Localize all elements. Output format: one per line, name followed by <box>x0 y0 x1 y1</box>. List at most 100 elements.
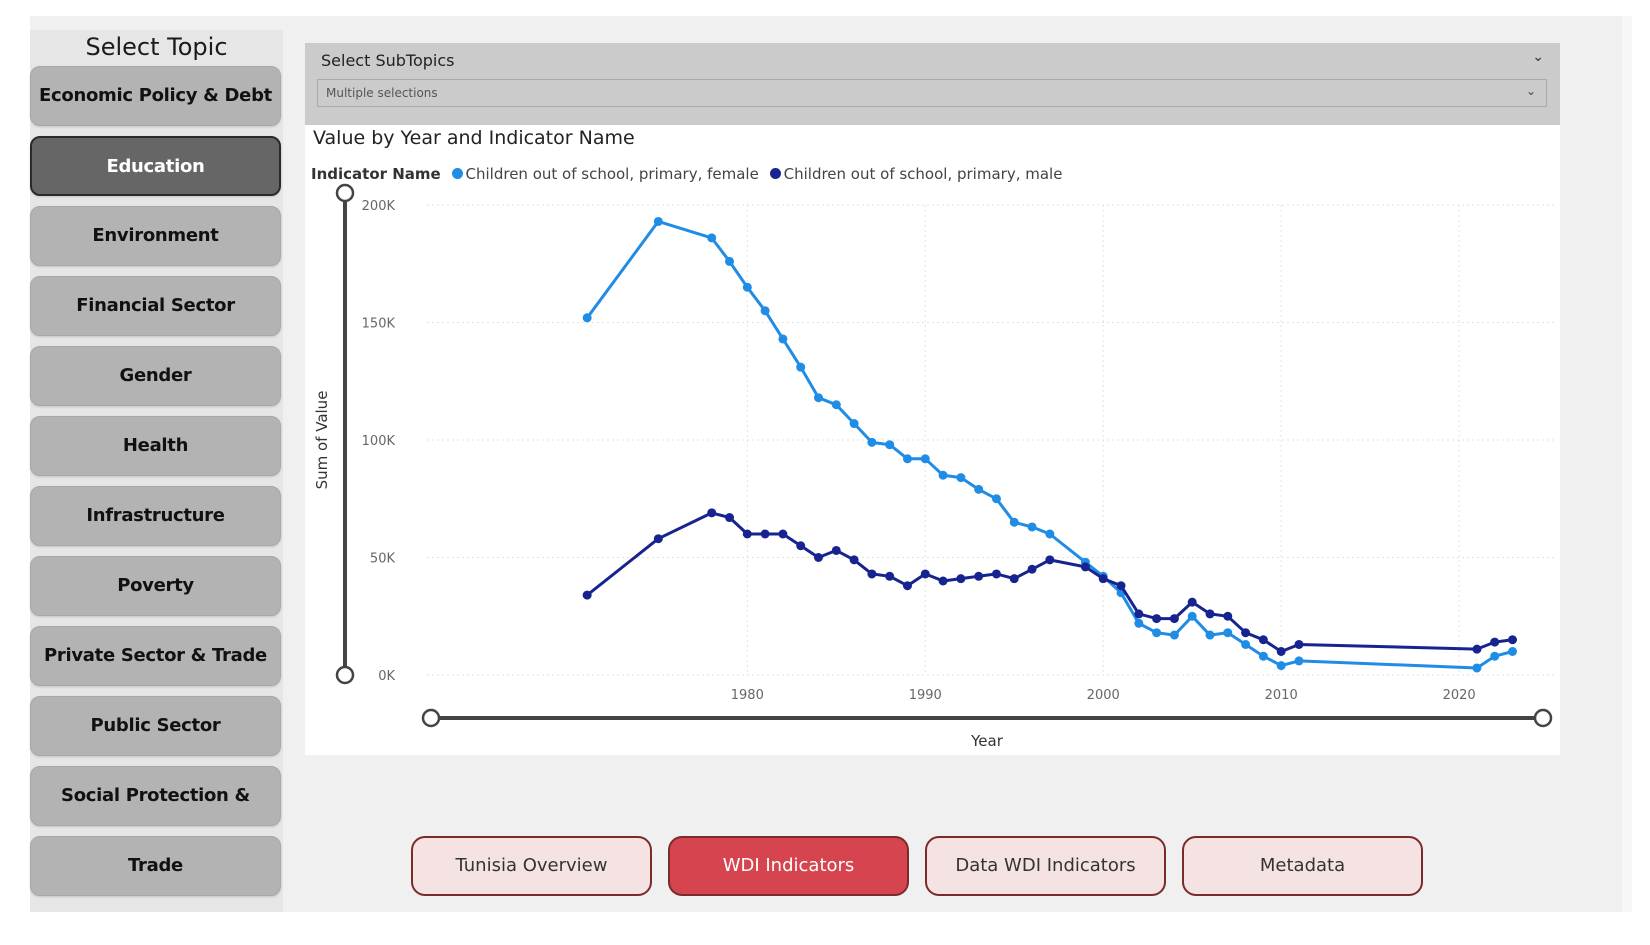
data-point-female[interactable] <box>796 362 806 372</box>
data-point-male[interactable] <box>956 574 966 584</box>
topic-button-financial-sector[interactable]: Financial Sector <box>30 276 281 336</box>
x-slider-handle-left[interactable] <box>421 708 441 728</box>
data-point-male[interactable] <box>1223 611 1233 621</box>
data-point-male[interactable] <box>991 569 1001 579</box>
topic-button-social-protection-labor[interactable]: Social Protection & Labor <box>30 766 281 864</box>
data-point-male[interactable] <box>760 529 770 539</box>
x-slider-handle-right[interactable] <box>1533 708 1553 728</box>
data-point-male[interactable] <box>582 590 592 600</box>
data-point-female[interactable] <box>778 334 788 344</box>
data-point-female[interactable] <box>813 393 823 403</box>
data-point-female[interactable] <box>1276 661 1286 671</box>
data-point-male[interactable] <box>1045 555 1055 565</box>
data-point-female[interactable] <box>831 400 841 410</box>
topic-button-public-sector[interactable]: Public Sector <box>30 696 281 756</box>
data-point-female[interactable] <box>653 216 663 226</box>
data-point-female[interactable] <box>920 454 930 464</box>
data-point-female[interactable] <box>760 306 770 316</box>
subtopics-slicer: Select SubTopics ⌄ Multiple selections ⌄ <box>305 43 1560 125</box>
data-point-female[interactable] <box>1241 639 1251 649</box>
data-point-male[interactable] <box>1027 564 1037 574</box>
data-point-female[interactable] <box>902 454 912 464</box>
data-point-female[interactable] <box>867 437 877 447</box>
data-point-male[interactable] <box>1169 614 1179 624</box>
data-point-female[interactable] <box>1294 656 1304 666</box>
data-point-female[interactable] <box>707 233 717 243</box>
topic-button-economic-policy-debt[interactable]: Economic Policy & Debt <box>30 66 281 126</box>
data-point-female[interactable] <box>1223 628 1233 638</box>
data-point-female[interactable] <box>1490 651 1500 661</box>
data-point-female[interactable] <box>938 470 948 480</box>
data-point-male[interactable] <box>778 529 788 539</box>
topic-button-trade[interactable]: Trade <box>30 836 281 896</box>
data-point-male[interactable] <box>849 555 859 565</box>
data-point-female[interactable] <box>1258 651 1268 661</box>
topic-button-environment[interactable]: Environment <box>30 206 281 266</box>
y-slider-handle-top[interactable] <box>335 183 355 203</box>
data-point-female[interactable] <box>742 282 752 292</box>
topic-button-education[interactable]: Education <box>30 136 281 196</box>
data-point-male[interactable] <box>725 513 735 523</box>
data-point-female[interactable] <box>885 440 895 450</box>
data-point-female[interactable] <box>1045 529 1055 539</box>
data-point-female[interactable] <box>1009 517 1019 527</box>
data-point-female[interactable] <box>1187 611 1197 621</box>
data-point-male[interactable] <box>1080 562 1090 572</box>
legend-label-female[interactable]: Children out of school, primary, female <box>465 165 759 183</box>
data-point-male[interactable] <box>938 576 948 586</box>
legend-label-male[interactable]: Children out of school, primary, male <box>783 165 1063 183</box>
data-point-female[interactable] <box>582 313 592 323</box>
data-point-male[interactable] <box>1472 644 1482 654</box>
data-point-male[interactable] <box>1276 647 1286 656</box>
data-point-female[interactable] <box>1508 647 1518 656</box>
data-point-male[interactable] <box>742 529 752 539</box>
data-point-male[interactable] <box>1009 574 1019 584</box>
data-point-female[interactable] <box>725 256 735 266</box>
nav-button-wdi-indicators[interactable]: WDI Indicators <box>668 836 909 896</box>
data-point-male[interactable] <box>1116 581 1126 591</box>
y-slider-handle-bottom[interactable] <box>335 665 355 685</box>
data-point-female[interactable] <box>1472 663 1482 673</box>
data-point-female[interactable] <box>1152 628 1162 638</box>
data-point-male[interactable] <box>796 541 806 551</box>
subtopics-dropdown[interactable]: Multiple selections ⌄ <box>317 79 1547 107</box>
data-point-female[interactable] <box>849 419 859 429</box>
data-point-male[interactable] <box>1258 635 1268 645</box>
topic-button-poverty[interactable]: Poverty <box>30 556 281 616</box>
topic-button-gender[interactable]: Gender <box>30 346 281 406</box>
data-point-male[interactable] <box>885 571 895 581</box>
topic-button-private-sector-trade[interactable]: Private Sector & Trade <box>30 626 281 686</box>
chevron-down-icon[interactable]: ⌄ <box>1532 49 1544 65</box>
x-tick-label: 1980 <box>731 688 764 703</box>
data-point-male[interactable] <box>831 545 841 555</box>
data-point-male[interactable] <box>1490 637 1500 647</box>
data-point-male[interactable] <box>1098 574 1108 584</box>
topic-button-health[interactable]: Health <box>30 416 281 476</box>
data-point-female[interactable] <box>1205 630 1215 640</box>
data-point-male[interactable] <box>707 508 717 518</box>
data-point-male[interactable] <box>1187 597 1197 607</box>
data-point-male[interactable] <box>1134 609 1144 619</box>
nav-button-data-wdi-indicators[interactable]: Data WDI Indicators <box>925 836 1166 896</box>
data-point-female[interactable] <box>956 473 966 483</box>
nav-button-tunisia-overview[interactable]: Tunisia Overview <box>411 836 652 896</box>
data-point-male[interactable] <box>920 569 930 579</box>
data-point-male[interactable] <box>1508 635 1518 645</box>
data-point-female[interactable] <box>1027 522 1037 532</box>
data-point-male[interactable] <box>1152 614 1162 624</box>
topic-button-infrastructure[interactable]: Infrastructure <box>30 486 281 546</box>
sidebar-title: Select Topic <box>85 33 228 61</box>
data-point-female[interactable] <box>1169 630 1179 640</box>
data-point-female[interactable] <box>1134 618 1144 628</box>
data-point-male[interactable] <box>653 534 663 544</box>
data-point-male[interactable] <box>1241 628 1251 638</box>
nav-button-metadata[interactable]: Metadata <box>1182 836 1423 896</box>
data-point-male[interactable] <box>902 581 912 591</box>
data-point-male[interactable] <box>1205 609 1215 619</box>
data-point-male[interactable] <box>1294 639 1304 649</box>
data-point-male[interactable] <box>974 571 984 581</box>
data-point-male[interactable] <box>813 553 823 562</box>
data-point-male[interactable] <box>867 569 877 579</box>
data-point-female[interactable] <box>991 494 1001 504</box>
data-point-female[interactable] <box>974 484 984 494</box>
